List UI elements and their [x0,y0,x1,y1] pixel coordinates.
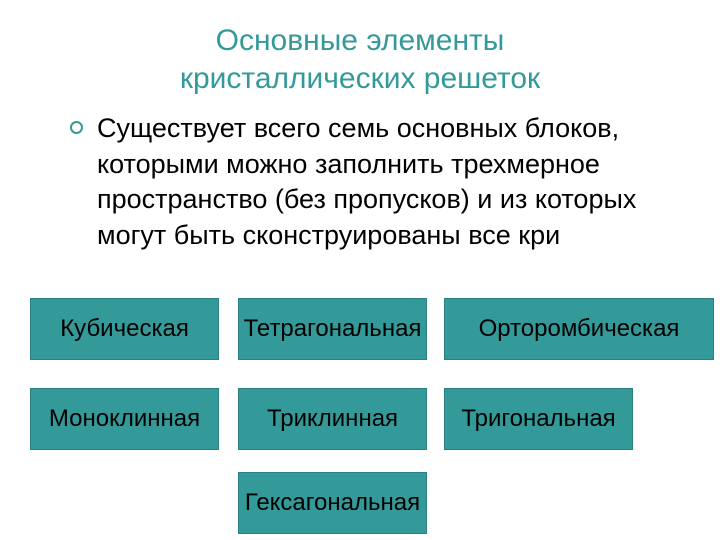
lattice-box: Тригональная [444,388,633,450]
lattice-box: Тетрагональная [238,298,427,360]
lattice-box: Моноклинная [30,388,219,450]
boxes-layer: Кубическая Тетрагональная Орторомбическая М… [0,0,720,540]
lattice-box: Орторомбическая [444,298,714,360]
lattice-box: Триклинная [238,388,427,450]
lattice-box: Гексагональная [238,472,427,534]
lattice-box: Кубическая [30,298,219,360]
